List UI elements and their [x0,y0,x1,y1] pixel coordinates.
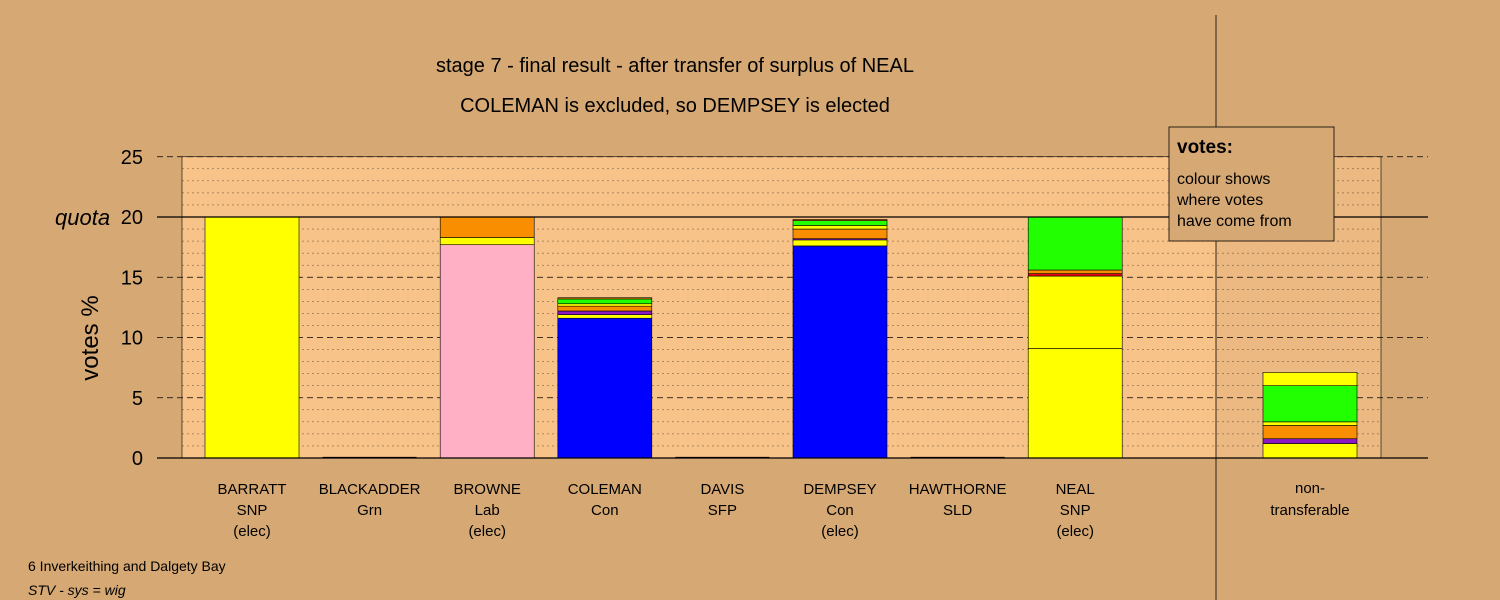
bar-segment [1027,216,1123,271]
bar-segment [439,244,535,459]
bar-segment [557,305,653,312]
bar-segment [792,220,888,226]
bar-segment [792,239,888,247]
bar-segment [1262,443,1358,459]
candidate-status: (elec) [233,523,271,540]
candidate-party: SLD [943,502,972,519]
quota-label: quota [55,205,110,230]
bar-coleman [557,297,653,459]
legend-title: votes: [1177,137,1233,158]
candidate-name: HAWTHORNE [909,481,1007,498]
legend-box [1168,126,1335,242]
chart-subtitle: COLEMAN is excluded, so DEMPSEY is elect… [460,95,890,117]
bar-segment [204,216,300,459]
nontransferable-label: transferable [1270,502,1349,519]
bar-segment [1027,273,1123,277]
legend: votes: colour shows where votes have com… [1168,126,1335,242]
chart-title: stage 7 - final result - after transfer … [436,55,914,77]
candidate-name: BROWNE [453,481,521,498]
system-label: STV - sys = wig [28,582,126,598]
candidate-party: Grn [357,502,382,519]
y-tick-label: 5 [132,388,143,410]
bar-segment [557,317,653,459]
constituency-label: 6 Inverkeithing and Dalgety Bay [28,558,226,574]
y-tick-label: 0 [132,448,143,470]
candidate-name: BARRATT [218,481,287,498]
candidate-name: COLEMAN [568,481,642,498]
nontransferable-label: non- [1295,480,1325,497]
bar-segment [1027,269,1123,274]
bar-segment [1027,275,1123,349]
bar-segment [557,298,653,305]
bar-segment [792,245,888,459]
legend-line-1: colour shows [1177,171,1270,188]
bar-browne [439,216,535,459]
bar-nontransferable [1262,372,1358,459]
bar-neal [1027,216,1123,459]
bar-segment [792,225,888,230]
bar-segment [1262,385,1358,423]
candidate-name: DAVIS [700,481,744,498]
candidate-name: NEAL [1056,481,1095,498]
candidate-status: (elec) [1056,523,1094,540]
candidate-name: BLACKADDER [319,481,421,498]
y-tick-label: 10 [121,328,143,350]
bar-segment [1027,348,1123,459]
legend-line-2: where votes [1176,192,1263,209]
candidate-name: DEMPSEY [803,481,876,498]
candidate-party: SNP [1060,502,1091,519]
bar-segment [557,297,653,300]
bar-segment [557,314,653,319]
candidate-party: Con [591,502,619,519]
bar-segment [792,228,888,239]
bar-segment [792,219,888,221]
bar-barratt [204,216,300,459]
bar-segment [557,310,653,315]
y-tick-label: 15 [121,267,143,289]
bar-segment [1262,421,1358,426]
legend-line-3: have come from [1177,213,1292,230]
bar-segment [439,237,535,246]
bar-segment [439,216,535,238]
bar-dempsey [792,219,888,459]
bar-segment [1262,438,1358,444]
bar-segment [1262,372,1358,387]
y-tick-label: 20 [121,207,143,229]
y-tick-label: 25 [121,147,143,169]
bar-segment [557,303,653,307]
candidate-party: SNP [237,502,268,519]
candidate-party: Con [826,502,854,519]
y-axis-label: votes % [77,295,104,380]
candidate-party: SFP [708,502,737,519]
candidate-status: (elec) [821,523,859,540]
candidate-status: (elec) [468,523,506,540]
candidate-party: Lab [475,502,500,519]
bar-segment [1262,425,1358,440]
